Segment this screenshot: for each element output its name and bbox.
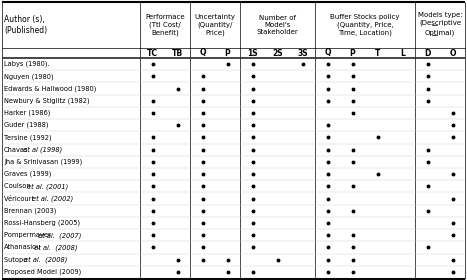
Text: L: L <box>400 48 405 57</box>
Text: Q: Q <box>199 48 206 57</box>
Text: Sutopo: Sutopo <box>4 257 29 263</box>
Text: Optimal): Optimal) <box>425 30 455 36</box>
Text: Coulson: Coulson <box>4 183 33 189</box>
Text: Performace
(Ttl Cost/
Benefit): Performace (Ttl Cost/ Benefit) <box>145 14 185 36</box>
Text: 1S: 1S <box>247 48 258 57</box>
Text: Q: Q <box>324 48 331 57</box>
Text: Buffer Stocks policy
(Quantity, Price,
Time, Location): Buffer Stocks policy (Quantity, Price, T… <box>330 14 400 36</box>
Text: et al.  (2007): et al. (2007) <box>38 232 82 239</box>
Text: et al. (2001): et al. (2001) <box>27 183 68 190</box>
Text: et al (1998): et al (1998) <box>21 146 63 153</box>
Text: Chavas: Chavas <box>4 147 28 153</box>
Text: Number of
Model's
Stakeholder: Number of Model's Stakeholder <box>257 15 298 36</box>
Text: Athanasiou: Athanasiou <box>4 244 42 250</box>
Text: Author (s),
(Published): Author (s), (Published) <box>4 15 47 35</box>
Text: Guder (1988): Guder (1988) <box>4 122 49 129</box>
Text: Uncertainty
(Quantity/
Price): Uncertainty (Quantity/ Price) <box>194 14 235 36</box>
Text: Pompermayer: Pompermayer <box>4 232 53 238</box>
Text: Jha & Srinivasan (1999): Jha & Srinivasan (1999) <box>4 159 82 165</box>
Text: Newbury & Stiglitz (1982): Newbury & Stiglitz (1982) <box>4 97 90 104</box>
Text: Véricourt: Véricourt <box>4 195 36 202</box>
Text: P: P <box>225 48 230 57</box>
Text: Graves (1999): Graves (1999) <box>4 171 51 177</box>
Text: Models type:: Models type: <box>417 12 462 18</box>
Text: D: D <box>425 48 431 57</box>
Text: Proposed Model (2009): Proposed Model (2009) <box>4 269 81 275</box>
Text: Brennan (2003): Brennan (2003) <box>4 207 57 214</box>
Text: Harker (1986): Harker (1986) <box>4 110 50 116</box>
Text: TB: TB <box>172 48 183 57</box>
Text: 3S: 3S <box>297 48 308 57</box>
Text: Tersine (1992): Tersine (1992) <box>4 134 52 141</box>
Text: T: T <box>375 48 380 57</box>
Text: P: P <box>350 48 355 57</box>
Text: et al.  (2008): et al. (2008) <box>24 256 67 263</box>
Text: Labys (1980).: Labys (1980). <box>4 61 50 67</box>
Text: TC: TC <box>147 48 158 57</box>
Text: Edwards & Hallwood (1980): Edwards & Hallwood (1980) <box>4 85 96 92</box>
Text: O: O <box>449 48 456 57</box>
Text: 2S: 2S <box>272 48 283 57</box>
Text: et al.  (2008): et al. (2008) <box>33 244 78 251</box>
Text: (Descriptive: (Descriptive <box>419 20 461 26</box>
Text: Nguyen (1980): Nguyen (1980) <box>4 73 54 80</box>
Text: et al. (2002): et al. (2002) <box>33 195 74 202</box>
Text: Rossi-Hansberg (2005): Rossi-Hansberg (2005) <box>4 220 80 226</box>
